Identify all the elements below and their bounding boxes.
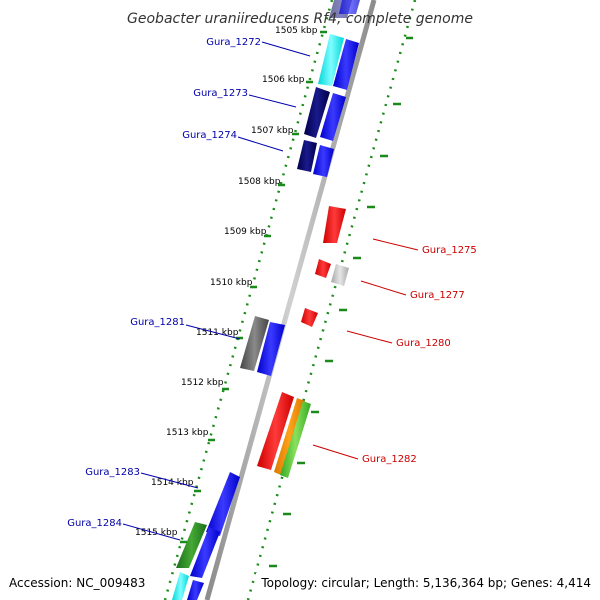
map-title: Geobacter uraniireducens Rf4, complete g…	[127, 11, 473, 27]
gene-feature[interactable]	[313, 145, 334, 177]
gene-feature[interactable]	[257, 322, 285, 376]
gene-label[interactable]: Gura_1283	[85, 467, 140, 478]
kbp-label: 1509 kbp	[224, 227, 267, 237]
gene-feature[interactable]	[206, 472, 240, 536]
gene-label[interactable]: Gura_1274	[182, 130, 237, 141]
kbp-label: 1506 kbp	[262, 75, 305, 85]
gene-feature[interactable]	[274, 398, 305, 476]
gene-label[interactable]: Gura_1277	[410, 290, 465, 301]
topology-backdrop	[256, 573, 596, 591]
gene-feature[interactable]	[315, 259, 331, 278]
gene-label[interactable]: Gura_1272	[206, 37, 261, 48]
gene-label[interactable]: Gura_1284	[67, 518, 122, 529]
gene-feature[interactable]	[333, 39, 359, 90]
gene-feature[interactable]	[320, 93, 346, 141]
gene-label[interactable]: Gura_1280	[396, 338, 451, 349]
gene-feature[interactable]	[297, 140, 317, 172]
gene-labels-right: Gura_1275 Gura_1277 Gura_1280 Gura_1282	[362, 245, 477, 465]
reverse-strand-genes	[172, 0, 352, 600]
kbp-label: 1513 kbp	[166, 428, 209, 438]
gene-feature[interactable]	[176, 522, 207, 568]
gene-feature[interactable]	[190, 527, 220, 578]
gene-label[interactable]: Gura_1281	[130, 317, 185, 328]
accession-backdrop	[6, 573, 154, 591]
gene-feature[interactable]	[323, 206, 346, 243]
kbp-label: 1510 kbp	[210, 278, 253, 288]
gene-feature[interactable]	[240, 316, 269, 371]
gene-label[interactable]: Gura_1282	[362, 454, 417, 465]
gene-feature[interactable]	[172, 572, 189, 600]
kbp-label: 1508 kbp	[238, 177, 281, 187]
genome-backbone	[204, 0, 377, 600]
gene-feature[interactable]	[331, 264, 349, 286]
forward-strand-genes	[187, 0, 360, 600]
gene-feature[interactable]	[318, 34, 344, 86]
kbp-label: 1512 kbp	[181, 378, 224, 388]
leader-lines	[122, 41, 419, 541]
gene-feature[interactable]	[339, 0, 360, 14]
gene-label[interactable]: Gura_1273	[193, 88, 248, 99]
gene-feature[interactable]	[301, 308, 318, 327]
gene-feature[interactable]	[280, 401, 311, 478]
gene-labels-left: Gura_1272 Gura_1273 Gura_1274 Gura_1281 …	[67, 37, 261, 529]
gene-feature[interactable]	[187, 580, 204, 600]
accession-text: Accession: NC_009483	[9, 576, 145, 590]
kbp-label: 1507 kbp	[251, 126, 294, 136]
kbp-label: 1514 kbp	[151, 478, 194, 488]
kbp-label: 1505 kbp	[275, 26, 318, 36]
gene-feature[interactable]	[257, 392, 294, 470]
gene-label[interactable]: Gura_1275	[422, 245, 477, 256]
outer-tick-track	[246, 0, 417, 600]
inner-tick-track	[163, 0, 334, 600]
gene-feature[interactable]	[304, 87, 330, 138]
topology-text: Topology: circular; Length: 5,136,364 bp…	[260, 576, 591, 590]
